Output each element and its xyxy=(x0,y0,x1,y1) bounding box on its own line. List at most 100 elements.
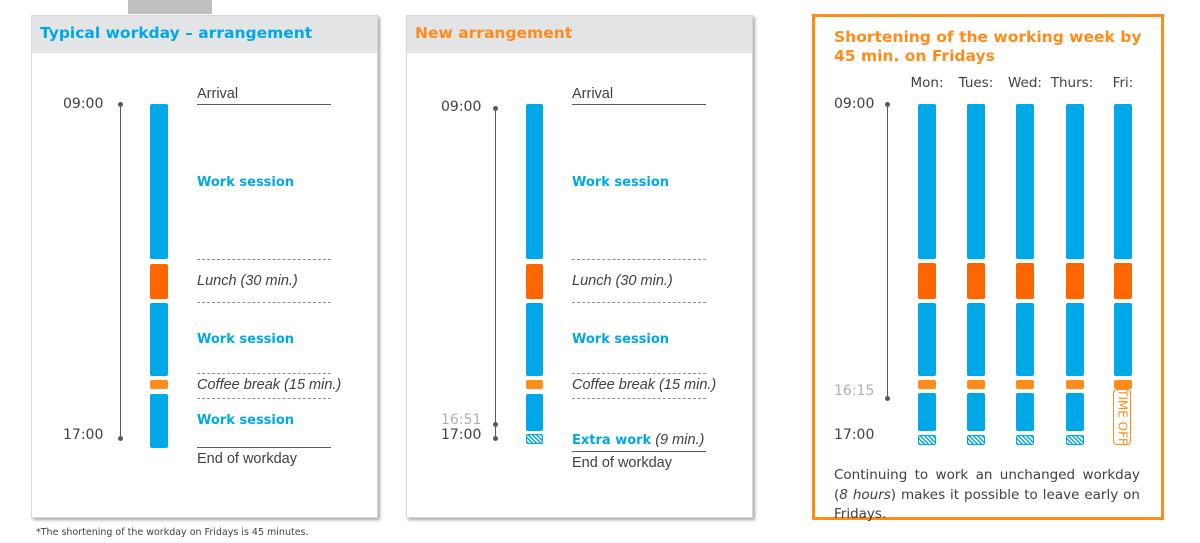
time-start: 09:00 xyxy=(834,96,875,112)
label-arrival: Arrival xyxy=(572,86,614,102)
time-end: 17:00 xyxy=(441,427,482,443)
note-text-end: ) makes it possible to leave early on Fr… xyxy=(834,486,1140,523)
panel-new-arrangement: New arrangement xyxy=(406,15,753,518)
extra-work-bar xyxy=(967,435,985,445)
label-lunch: Lunch (30 min.) xyxy=(572,273,673,289)
lunch-bar xyxy=(967,263,985,299)
extra-work-bar xyxy=(918,435,936,445)
day-label-friday: Fri: xyxy=(1112,75,1134,91)
timeline xyxy=(887,104,888,398)
coffee-bar xyxy=(967,380,985,389)
timeline-end-dot xyxy=(493,436,498,441)
time-start: 09:00 xyxy=(63,96,104,112)
work-session-bar xyxy=(1016,393,1034,431)
top-tab xyxy=(128,0,212,14)
label-coffee-break: Coffee break (15 min.) xyxy=(572,377,717,393)
work-session-bar xyxy=(1016,303,1034,376)
lunch-bar xyxy=(918,263,936,299)
divider xyxy=(572,373,706,374)
panel-shortening-week xyxy=(812,14,1164,520)
note-text-hours: 8 hours xyxy=(839,486,891,503)
work-session-bar xyxy=(526,303,543,376)
label-lunch: Lunch (30 min.) xyxy=(197,273,298,289)
work-session-bar xyxy=(967,393,985,431)
timeline xyxy=(495,108,496,438)
panel-header: Typical workday – arrangement xyxy=(32,16,377,53)
work-session-bar xyxy=(1114,104,1132,259)
work-session-bar xyxy=(918,303,936,376)
time-off-box: TIME OFF xyxy=(1113,389,1131,445)
divider xyxy=(572,302,706,303)
timeline-start-dot xyxy=(885,102,890,107)
divider xyxy=(572,259,706,260)
panel-typical-workday: Typical workday – arrangement xyxy=(31,15,378,518)
label-work-session: Work session xyxy=(197,175,295,190)
coffee-bar xyxy=(526,380,543,389)
work-session-bar xyxy=(526,394,543,431)
coffee-bar xyxy=(1016,380,1034,389)
timeline-start-dot xyxy=(118,102,123,107)
extra-work-bar xyxy=(1016,435,1034,445)
label-extra-work-duration: (9 min.) xyxy=(655,432,705,448)
day-label-monday: Mon: xyxy=(910,75,944,91)
divider xyxy=(197,398,331,399)
work-session-bar xyxy=(967,303,985,376)
timeline xyxy=(120,104,121,438)
day-label-thursday: Thurs: xyxy=(1050,75,1094,91)
panel-title: New arrangement xyxy=(415,24,573,42)
panel-header: New arrangement xyxy=(407,16,752,53)
divider xyxy=(197,373,331,374)
note-text-start: Continuing to work an unchanged workday … xyxy=(834,467,1140,503)
timeline-mid-dot xyxy=(885,396,890,401)
work-session-bar xyxy=(526,104,543,259)
time-off-label: TIME OFF xyxy=(1115,389,1130,445)
label-extra-work-title: Extra work xyxy=(572,433,652,448)
panel-note: Continuing to work an unchanged workday … xyxy=(834,466,1140,525)
panel-title: Shortening of the working week by 45 min… xyxy=(834,28,1142,65)
coffee-bar xyxy=(150,380,168,389)
label-end-of-workday: End of workday xyxy=(572,455,672,471)
lunch-bar xyxy=(526,264,543,299)
time-start: 09:00 xyxy=(441,99,482,115)
lunch-bar xyxy=(1066,263,1084,299)
label-coffee-break: Coffee break (15 min.) xyxy=(197,377,342,393)
divider xyxy=(197,259,331,260)
work-session-bar xyxy=(1016,104,1034,259)
lunch-bar xyxy=(1114,263,1132,299)
label-work-session: Work session xyxy=(197,413,295,428)
work-session-bar xyxy=(1114,303,1132,376)
label-end-of-workday: End of workday xyxy=(197,451,297,467)
lunch-bar xyxy=(150,264,168,299)
divider xyxy=(572,104,706,105)
work-session-bar xyxy=(1066,303,1084,376)
coffee-bar xyxy=(1114,380,1132,389)
work-session-bar xyxy=(1066,104,1084,259)
day-label-tuesday: Tues: xyxy=(958,75,994,91)
label-work-session: Work session xyxy=(572,175,670,190)
label-work-session: Work session xyxy=(572,332,670,347)
coffee-bar xyxy=(918,380,936,389)
work-session-bar xyxy=(918,393,936,431)
day-label-wednesday: Wed: xyxy=(1008,75,1042,91)
footnote: *The shortening of the workday on Friday… xyxy=(36,527,309,538)
label-extra-work: Extra work (9 min.) xyxy=(572,432,704,448)
label-arrival: Arrival xyxy=(197,86,239,102)
time-end: 17:00 xyxy=(834,427,875,443)
extra-work-bar xyxy=(526,434,543,444)
work-session-bar xyxy=(150,303,168,376)
panel-title: Typical workday – arrangement xyxy=(40,24,313,42)
timeline-mid-dot xyxy=(493,422,498,427)
time-leave-friday: 16:15 xyxy=(834,383,875,399)
divider xyxy=(572,451,706,452)
work-session-bar xyxy=(918,104,936,259)
label-work-session: Work session xyxy=(197,332,295,347)
time-leave: 16:51 xyxy=(441,412,482,428)
divider xyxy=(197,447,331,448)
work-session-bar xyxy=(150,104,168,259)
work-session-bar xyxy=(1066,393,1084,431)
work-session-bar xyxy=(967,104,985,259)
coffee-bar xyxy=(1066,380,1084,389)
divider xyxy=(197,104,331,105)
divider xyxy=(197,302,331,303)
extra-work-bar xyxy=(1066,435,1084,445)
